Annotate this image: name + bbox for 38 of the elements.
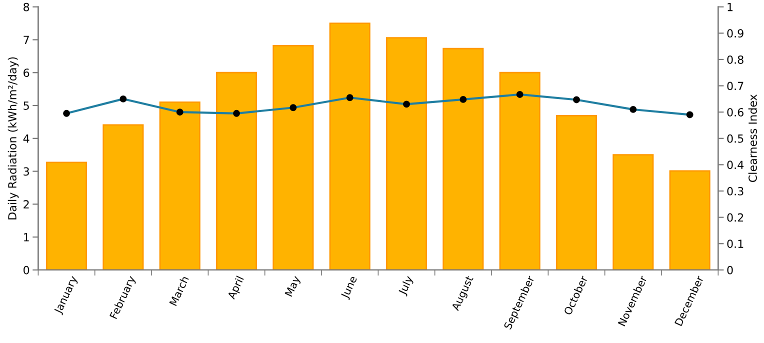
bar — [556, 115, 598, 270]
y2-tick-label: 0.5 — [727, 134, 744, 143]
bar — [386, 37, 428, 270]
y2-tick-label: 0.3 — [727, 186, 744, 196]
y-tick-label: 2 — [24, 200, 29, 208]
y2-tick-label: 0.8 — [727, 55, 744, 64]
y2-axis-title: Clearness Index — [748, 94, 757, 182]
bar — [669, 170, 710, 270]
x-tick-label: May — [284, 275, 302, 298]
y2-tick-label: 0.2 — [727, 213, 744, 222]
y2-tick-label: 1 — [728, 2, 733, 12]
y-tick-label: 7 — [24, 36, 29, 44]
y-tick-label: 3 — [24, 167, 29, 176]
x-tick-label: June — [340, 275, 359, 300]
bar — [102, 124, 144, 270]
x-tick-label: July — [398, 275, 415, 297]
bar — [442, 48, 484, 270]
y-tick-label: 8 — [24, 2, 30, 12]
bar — [46, 162, 88, 270]
y2-tick-label: 0 — [727, 266, 733, 274]
y2-tick-label: 0.4 — [727, 160, 744, 170]
y2-tick-label: 0.6 — [727, 108, 744, 116]
bar — [159, 102, 200, 270]
bar — [272, 44, 314, 270]
bar — [329, 22, 370, 270]
y-tick-label: 4 — [23, 134, 30, 143]
y2-tick-label: 0.7 — [727, 82, 744, 90]
y2-tick-label: 0.9 — [727, 29, 744, 38]
y-tick-label: 0 — [24, 266, 30, 274]
x-tick-label: April — [226, 276, 246, 301]
bar — [612, 154, 654, 270]
y2-tick-label: 0.1 — [727, 240, 744, 248]
y-tick-label: 5 — [24, 102, 29, 110]
y-tick-label: 1 — [24, 233, 29, 242]
y-axis-title: Daily Radiation (kWh/m²/day) — [8, 57, 19, 220]
bar — [499, 72, 540, 270]
y-tick-label: 6 — [24, 68, 30, 78]
bar — [216, 72, 258, 270]
